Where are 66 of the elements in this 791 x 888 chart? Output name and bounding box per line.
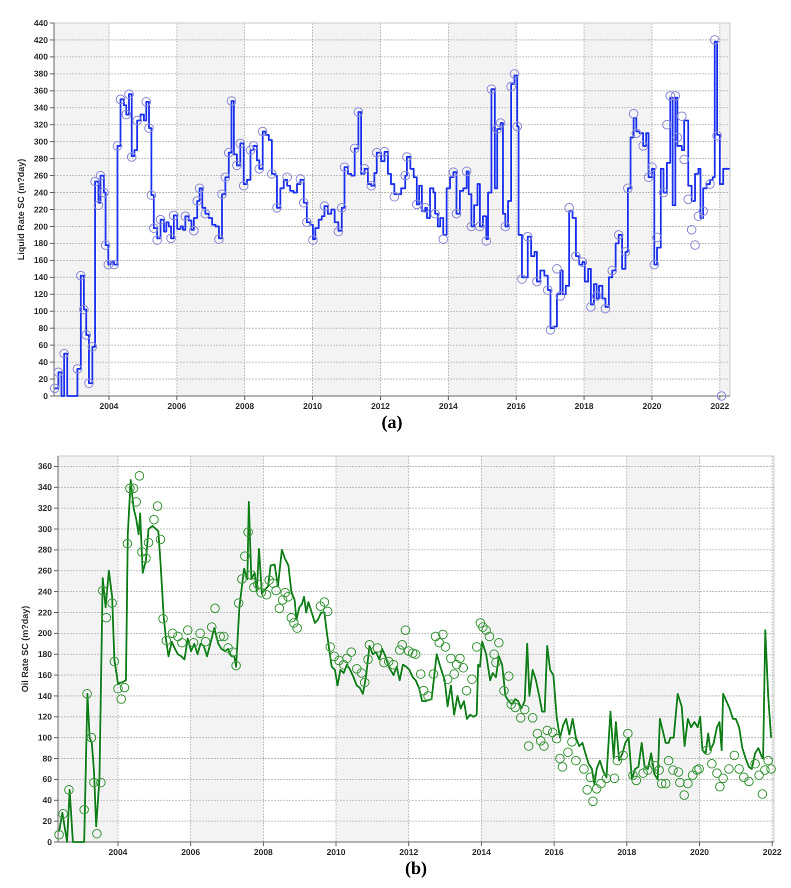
y-tick-label: 440 [34, 18, 48, 28]
y-tick-label: 260 [34, 170, 48, 180]
y-tick-label: 200 [34, 221, 48, 232]
x-tick-label: 2020 [690, 847, 710, 857]
y-tick-label: 360 [38, 461, 52, 472]
x-tick-label: 2014 [438, 401, 458, 411]
y-tick-label: 60 [38, 340, 48, 350]
y-tick-label: 280 [38, 544, 52, 555]
y-tick-label: 80 [42, 753, 52, 764]
x-tick-label: 2004 [108, 847, 128, 857]
x-tick-label: 2018 [574, 401, 594, 411]
y-tick-label: 240 [34, 187, 48, 198]
y-tick-label: 20 [38, 374, 48, 384]
x-tick-label: 2016 [506, 401, 526, 411]
y-tick-label: 20 [42, 816, 52, 826]
y-tick-label: 400 [34, 52, 48, 62]
y-tick-label: 180 [34, 238, 48, 248]
y-tick-label: 120 [38, 712, 52, 722]
y-tick-label: 0 [43, 390, 48, 401]
y-tick-label: 120 [34, 289, 48, 300]
y-tick-label: 240 [38, 586, 52, 596]
y-tick-label: 160 [38, 670, 52, 680]
y-tick-label: 260 [38, 566, 52, 576]
y-tick-label: 220 [38, 607, 52, 618]
y-tick-label: 320 [38, 502, 52, 513]
y-tick-label: 80 [38, 322, 48, 333]
y-tick-label: 0 [47, 836, 52, 847]
x-tick-label: 2018 [617, 847, 637, 857]
y-tick-label: 180 [38, 649, 52, 660]
x-tick-label: 2008 [235, 401, 254, 411]
y-tick-label: 220 [34, 204, 48, 214]
y-tick-label: 360 [34, 86, 48, 96]
x-tick-label: 2020 [642, 401, 662, 411]
y-axis-title: Oil Rate SC (m?day) [20, 606, 30, 692]
y-tick-label: 140 [38, 690, 52, 701]
x-tick-label: 2010 [303, 401, 322, 411]
text: (b) [405, 858, 428, 878]
x-tick-label: 2012 [399, 847, 418, 857]
y-tick-label: 420 [34, 34, 48, 45]
x-tick-label: 2022 [762, 847, 782, 857]
y-tick-label: 100 [38, 732, 52, 742]
x-tick-label: 2014 [472, 847, 492, 857]
y-tick-label: 140 [34, 272, 48, 282]
text: (a) [382, 412, 402, 432]
y-tick-label: 300 [34, 136, 48, 146]
y-tick-label: 300 [38, 524, 52, 534]
y-tick-label: 320 [34, 120, 48, 130]
y-tick-label: 380 [34, 68, 48, 79]
x-tick-label: 2008 [254, 847, 274, 857]
y-tick-label: 340 [34, 102, 48, 113]
x-tick-label: 2006 [167, 401, 187, 411]
x-tick-label: 2010 [326, 847, 346, 857]
y-axis-title: Liquid Rate SC (m?day) [16, 158, 26, 260]
y-tick-label: 200 [38, 628, 52, 638]
y-tick-label: 340 [38, 482, 52, 492]
y-tick-label: 160 [34, 255, 48, 266]
x-tick-label: 2022 [710, 401, 730, 411]
x-tick-label: 2006 [181, 847, 200, 857]
y-tick-label: 100 [34, 306, 48, 316]
x-tick-label: 2004 [100, 401, 119, 411]
y-tick-label: 40 [38, 356, 48, 367]
y-tick-label: 60 [42, 774, 52, 784]
y-tick-label: 280 [34, 153, 48, 164]
x-tick-label: 2016 [544, 847, 564, 857]
x-tick-label: 2012 [371, 401, 390, 411]
y-tick-label: 40 [42, 795, 52, 806]
